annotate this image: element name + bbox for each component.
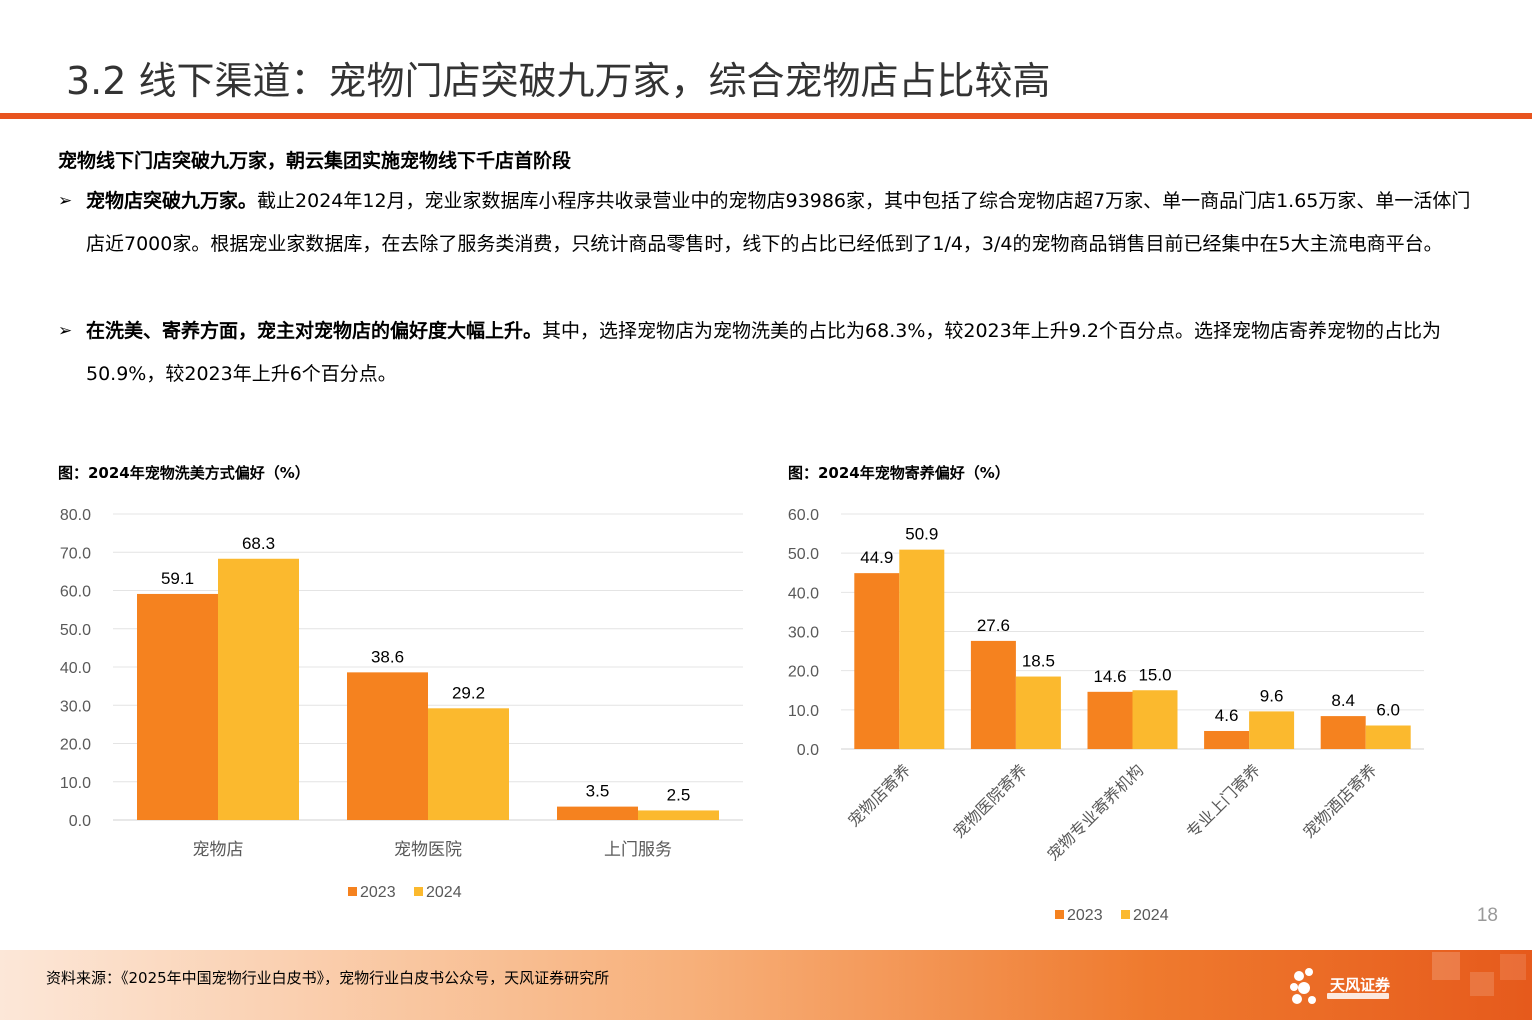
bar bbox=[1015, 676, 1061, 749]
data-label: 9.6 bbox=[1260, 686, 1284, 705]
company-logo-text: 天风证券 bbox=[1330, 976, 1391, 994]
bar bbox=[1320, 716, 1366, 749]
data-label: 27.6 bbox=[977, 616, 1010, 635]
bullet-lead: 宠物店突破九万家。 bbox=[86, 190, 258, 212]
bullet-item: ➢ 宠物店突破九万家。截止2024年12月，宠业家数据库小程序共收录营业中的宠物… bbox=[58, 180, 1488, 266]
bar bbox=[1365, 725, 1411, 749]
boarding-preference-chart: 0.0 10.0 20.0 30.0 40.0 50.0 60.0 44.9 50.9 宠物店寄养… bbox=[788, 507, 1424, 924]
legend-swatch bbox=[348, 887, 357, 896]
bar bbox=[1204, 730, 1250, 749]
data-label: 14.6 bbox=[1093, 667, 1126, 686]
decor-square bbox=[1500, 954, 1526, 980]
data-label: 8.4 bbox=[1331, 691, 1355, 710]
bar bbox=[970, 640, 1016, 749]
page-number: 18 bbox=[1476, 905, 1498, 926]
bar bbox=[1132, 690, 1178, 749]
bar bbox=[218, 558, 299, 820]
footer-bar: 资料来源：《2025年中国宠物行业白皮书》，宠物行业白皮书公众号，天风证券研究所… bbox=[0, 950, 1532, 1020]
y-tick-label: 10.0 bbox=[788, 703, 819, 720]
y-tick-label: 0.0 bbox=[797, 742, 819, 759]
data-label: 68.3 bbox=[242, 534, 275, 553]
left-figure-title: 图：2024年宠物洗美方式偏好（%） bbox=[58, 464, 310, 482]
bar bbox=[347, 672, 428, 820]
y-tick-label: 30.0 bbox=[788, 625, 819, 642]
data-label: 18.5 bbox=[1022, 652, 1055, 671]
title-divider bbox=[0, 113, 1532, 119]
y-tick-label: 60.0 bbox=[60, 584, 91, 601]
data-label: 2.5 bbox=[667, 785, 691, 804]
company-logo-icon bbox=[1290, 968, 1389, 1004]
bullet-item: ➢ 在洗美、寄养方面，宠主对宠物店的偏好度大幅上升。其中，选择宠物店为宠物洗美的… bbox=[58, 310, 1488, 396]
y-tick-label: 50.0 bbox=[788, 546, 819, 563]
x-tick-label: 宠物店 bbox=[193, 840, 244, 859]
x-tick-label: 宠物酒店寄养 bbox=[1300, 761, 1381, 842]
y-tick-label: 80.0 bbox=[60, 507, 91, 524]
data-label: 4.6 bbox=[1215, 706, 1239, 725]
y-tick-label: 40.0 bbox=[788, 585, 819, 602]
right-figure-title: 图：2024年宠物寄养偏好（%） bbox=[788, 464, 1010, 482]
data-label: 50.9 bbox=[905, 525, 938, 544]
bullet-lead: 在洗美、寄养方面，宠主对宠物店的偏好度大幅上升。 bbox=[86, 320, 543, 342]
x-tick-label: 专业上门寄养 bbox=[1183, 761, 1264, 842]
decor-square bbox=[1470, 972, 1494, 996]
bar bbox=[638, 810, 719, 820]
section-heading: 宠物线下门店突破九万家，朝云集团实施宠物线下千店首阶段 bbox=[58, 150, 572, 172]
data-label: 59.1 bbox=[161, 569, 194, 588]
legend-label: 2023 bbox=[360, 884, 396, 901]
page-title: 3.2 线下渠道：宠物门店突破九万家，综合宠物店占比较高 bbox=[66, 59, 1051, 103]
decor-square bbox=[1432, 952, 1460, 980]
y-tick-label: 60.0 bbox=[788, 507, 819, 524]
bar bbox=[137, 593, 218, 820]
data-label: 44.9 bbox=[860, 548, 893, 567]
bar bbox=[428, 708, 509, 820]
bar bbox=[1087, 691, 1133, 749]
x-tick-label: 宠物医院 bbox=[394, 840, 462, 859]
x-tick-label: 宠物专业寄养机构 bbox=[1044, 761, 1147, 864]
y-tick-label: 70.0 bbox=[60, 545, 91, 562]
data-label: 38.6 bbox=[371, 647, 404, 666]
data-label: 29.2 bbox=[452, 683, 485, 702]
legend-label: 2023 bbox=[1067, 907, 1103, 924]
bar bbox=[557, 806, 638, 820]
bullet-arrow-icon: ➢ bbox=[58, 191, 73, 211]
y-tick-label: 30.0 bbox=[60, 698, 91, 715]
legend-swatch bbox=[414, 887, 423, 896]
data-label: 15.0 bbox=[1138, 665, 1171, 684]
y-tick-label: 0.0 bbox=[69, 813, 91, 830]
x-tick-label: 宠物店寄养 bbox=[845, 761, 914, 830]
x-tick-label: 上门服务 bbox=[604, 840, 672, 859]
x-tick-label: 宠物医院寄养 bbox=[950, 761, 1031, 842]
bar bbox=[1249, 711, 1295, 749]
bar bbox=[854, 573, 900, 749]
y-tick-label: 20.0 bbox=[60, 737, 91, 754]
data-label: 3.5 bbox=[586, 782, 610, 801]
bar bbox=[899, 549, 945, 749]
y-tick-label: 40.0 bbox=[60, 660, 91, 677]
bullet-text: 宠物店突破九万家。截止2024年12月，宠业家数据库小程序共收录营业中的宠物店9… bbox=[86, 180, 1488, 266]
legend-swatch bbox=[1121, 910, 1130, 919]
source-note: 资料来源：《2025年中国宠物行业白皮书》，宠物行业白皮书公众号，天风证券研究所 bbox=[46, 969, 610, 987]
legend-swatch bbox=[1055, 910, 1064, 919]
bullet-text: 在洗美、寄养方面，宠主对宠物店的偏好度大幅上升。其中，选择宠物店为宠物洗美的占比… bbox=[86, 310, 1488, 396]
legend-label: 2024 bbox=[426, 884, 462, 901]
grooming-preference-chart: 0.0 10.0 20.0 30.0 40.0 50.0 60.0 70.0 80.0 59.1 6… bbox=[60, 507, 743, 901]
y-tick-label: 20.0 bbox=[788, 664, 819, 681]
y-tick-label: 10.0 bbox=[60, 775, 91, 792]
bullet-arrow-icon: ➢ bbox=[58, 321, 73, 341]
bullet-body: 截止2024年12月，宠业家数据库小程序共收录营业中的宠物店93986家，其中包… bbox=[86, 190, 1471, 255]
data-label: 6.0 bbox=[1376, 701, 1400, 720]
bullet-body: 其中，选择宠物店为宠物洗美的占比为68.3%，较2023年上升9.2个百分点。选… bbox=[86, 320, 1441, 385]
y-tick-label: 50.0 bbox=[60, 622, 91, 639]
legend-label: 2024 bbox=[1133, 907, 1169, 924]
